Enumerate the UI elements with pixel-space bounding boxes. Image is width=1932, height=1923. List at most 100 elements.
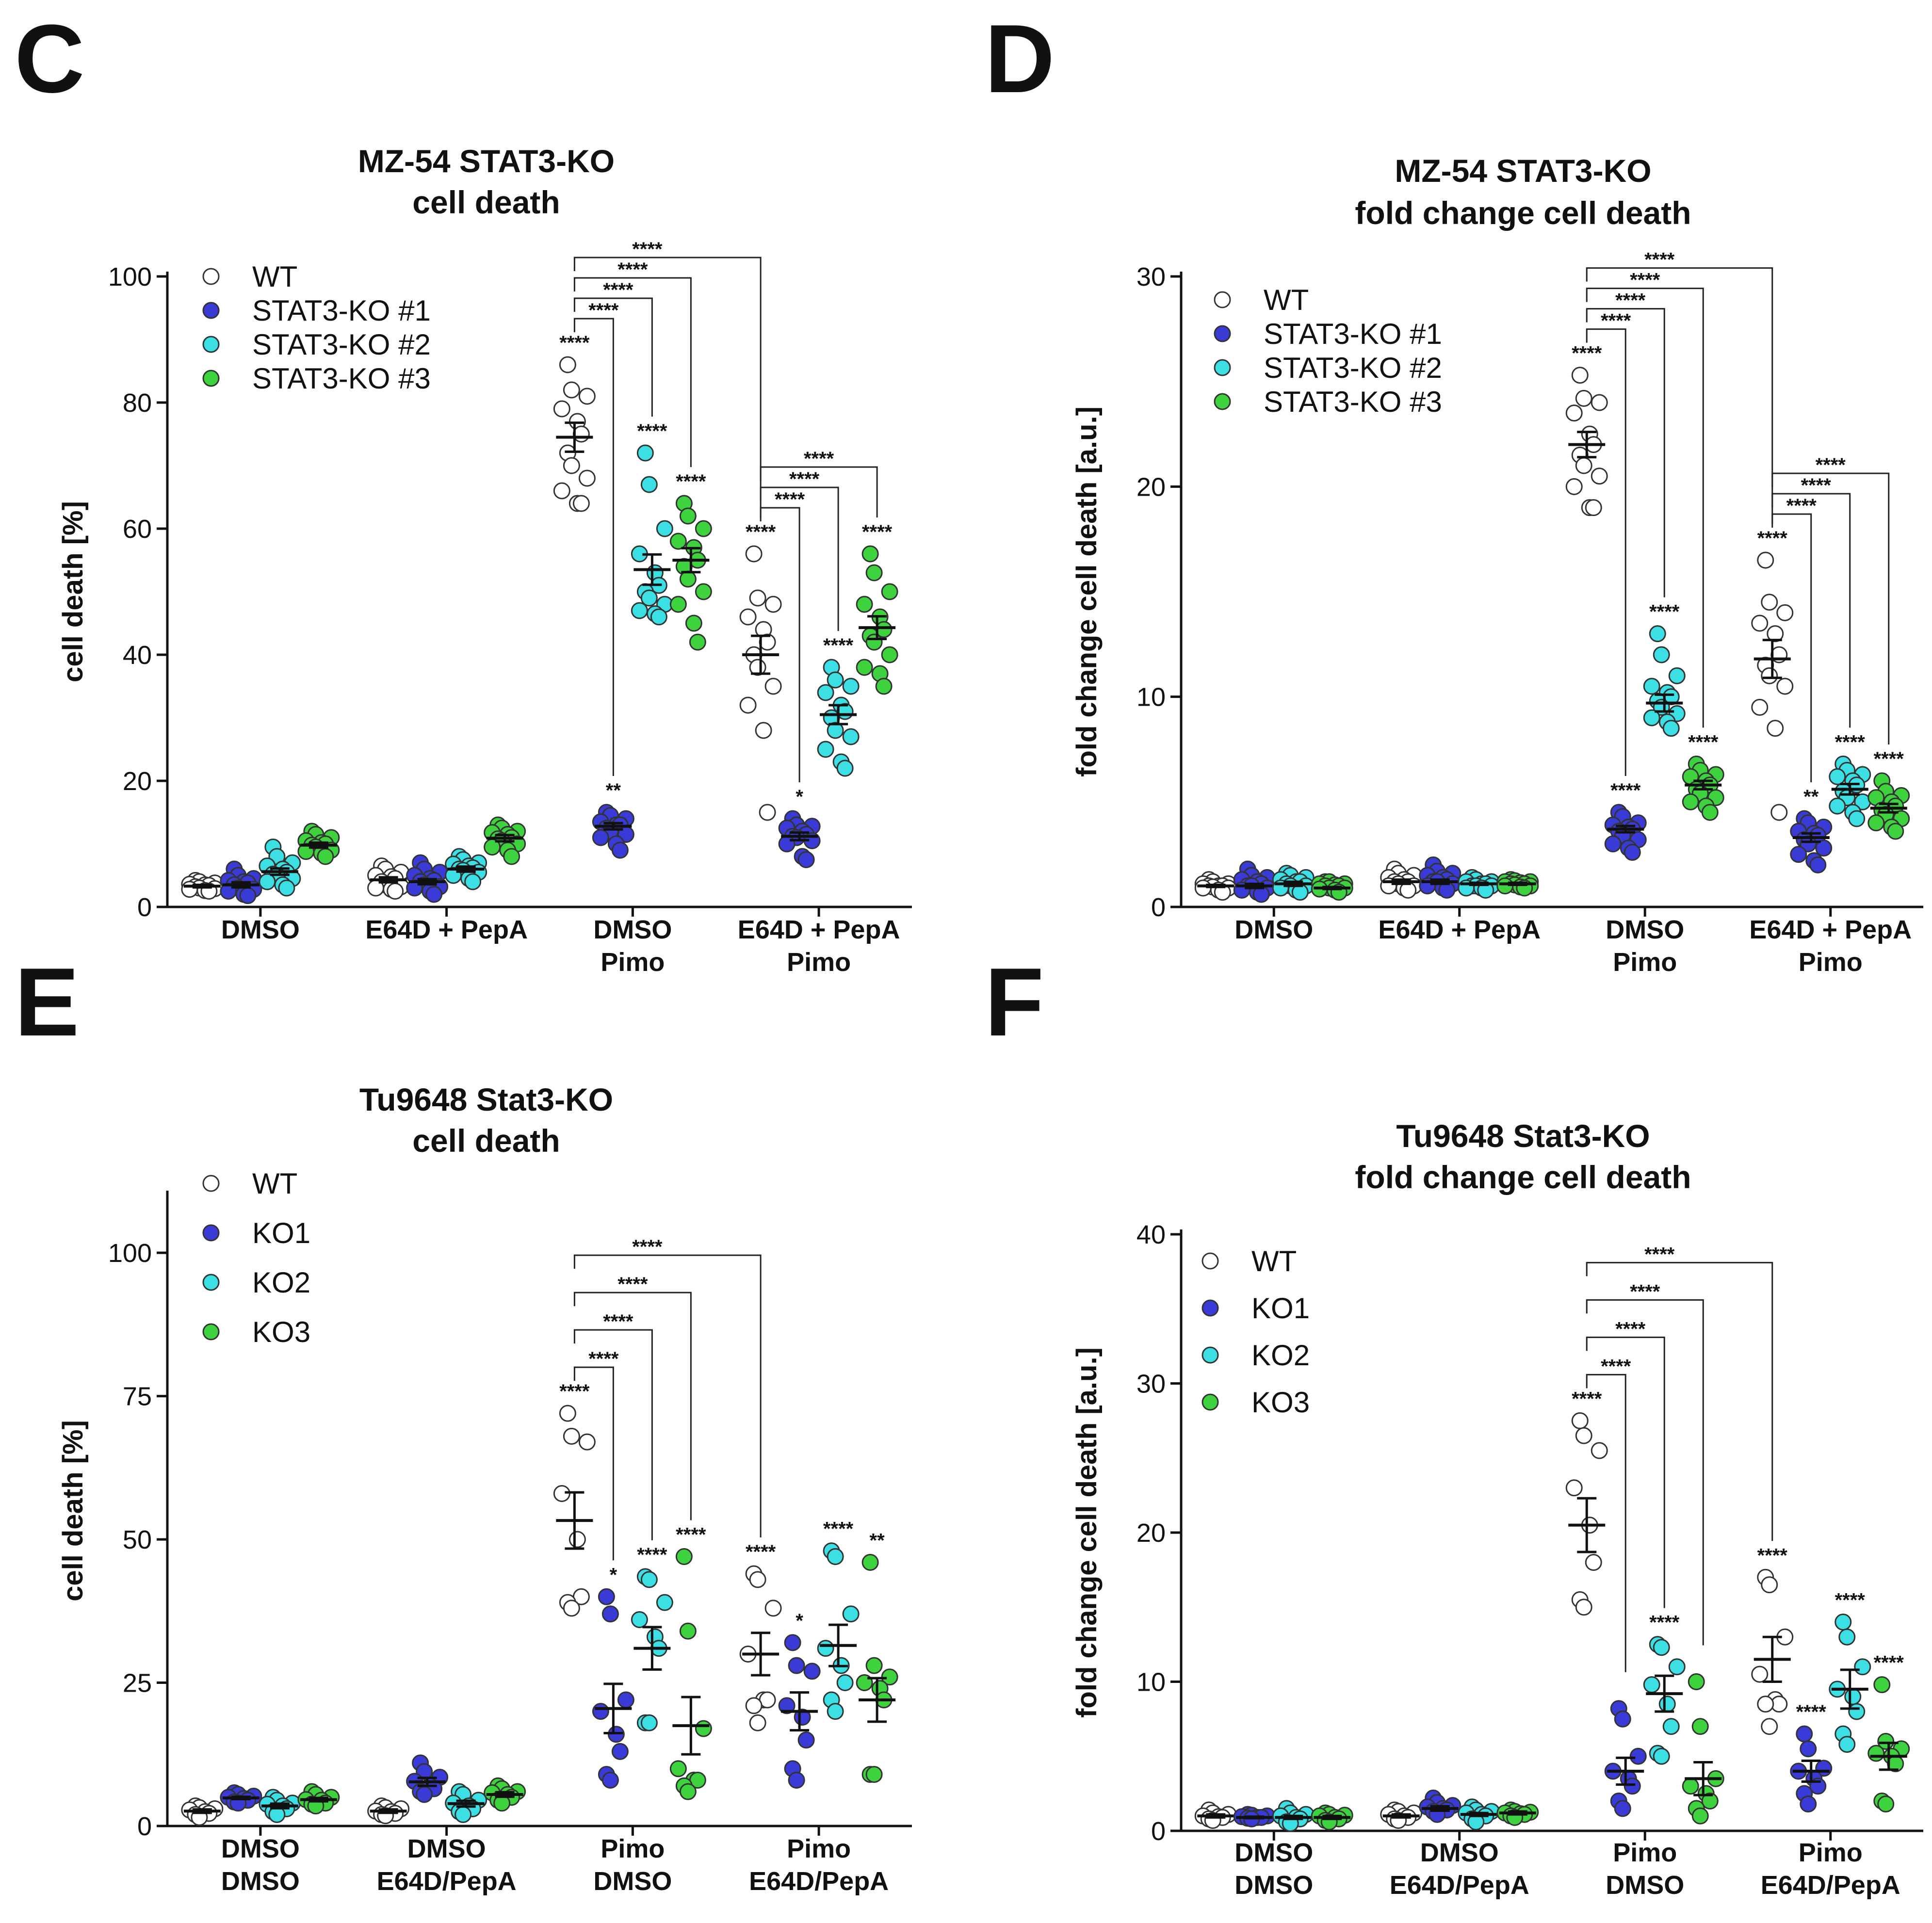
x-category-label: E64D/PepA <box>377 1867 517 1896</box>
significance-label: ** <box>870 1530 885 1551</box>
data-point-ko1 <box>1629 1747 1647 1765</box>
y-axis-title: cell death [%] <box>57 1420 89 1601</box>
x-category-label: Pimo <box>1613 1838 1677 1867</box>
x-category-label: DMSO <box>1234 1838 1313 1867</box>
data-point-ko2 <box>836 1674 854 1692</box>
bracket-label: **** <box>775 489 805 510</box>
data-point-wt <box>1591 468 1608 485</box>
data-point-ko2 <box>1662 720 1680 737</box>
y-tick-label: 100 <box>108 262 152 291</box>
data-point-ko3 <box>861 1553 879 1571</box>
data-point-ko2 <box>842 1605 860 1623</box>
data-point-wt <box>559 1405 576 1422</box>
data-point-ko2 <box>640 1714 658 1731</box>
data-point-ko2 <box>631 602 648 619</box>
significance-label: **** <box>823 1519 854 1540</box>
data-point-ko3 <box>679 507 697 525</box>
x-category-label: DMSO <box>1420 1838 1499 1867</box>
legend-marker-ko3 <box>1201 1393 1219 1411</box>
data-point-wt <box>572 425 590 443</box>
data-point-ko2 <box>1844 1688 1862 1705</box>
data-point-ko2 <box>259 873 276 890</box>
x-category-label: E64D + PepA <box>738 915 900 944</box>
data-point-ko1 <box>592 829 609 846</box>
data-point-ko3 <box>856 659 873 676</box>
data-point-wt <box>563 457 580 474</box>
significance-label: **** <box>637 1544 667 1566</box>
y-tick-label: 80 <box>123 388 152 418</box>
data-point-ko2 <box>640 1571 658 1588</box>
x-category-label: DMSO <box>1606 915 1684 944</box>
significance-label: **** <box>559 1381 590 1402</box>
data-point-wt <box>749 589 766 607</box>
significance-label: **** <box>862 521 893 543</box>
data-point-ko1 <box>778 835 796 853</box>
data-point-wt <box>1575 1599 1592 1616</box>
data-point-wt <box>553 482 570 500</box>
bracket-label: **** <box>1816 454 1846 476</box>
data-point-ko1 <box>617 1691 634 1709</box>
data-point-ko3 <box>1701 804 1719 821</box>
data-point-wt <box>1565 1479 1583 1497</box>
data-point-ko2 <box>1668 667 1686 684</box>
significance-bracket <box>573 318 614 776</box>
significance-label: **** <box>1572 1388 1602 1409</box>
data-point-wt <box>745 1697 763 1714</box>
x-category-label: E64D + PepA <box>365 915 528 944</box>
data-point-wt <box>1591 394 1608 411</box>
data-point-wt <box>563 381 580 399</box>
significance-bracket <box>573 1329 653 1540</box>
data-point-ko3 <box>695 1720 712 1737</box>
data-point-ko3 <box>865 1657 883 1674</box>
data-point-wt <box>764 1600 782 1617</box>
data-point-wt <box>1770 804 1788 821</box>
legend-label: KO3 <box>1251 1386 1310 1419</box>
legend-label: STAT3-KO #3 <box>1264 386 1442 418</box>
data-point-wt <box>1767 625 1784 643</box>
legend-marker-ko1 <box>1214 325 1231 342</box>
data-point-ko2 <box>827 1703 844 1720</box>
data-point-ko3 <box>695 520 712 537</box>
data-point-ko3 <box>1682 1778 1699 1795</box>
data-point-wt <box>759 804 776 821</box>
data-point-ko3 <box>865 633 883 651</box>
data-point-ko2 <box>631 1611 648 1629</box>
data-point-wt <box>1575 457 1592 474</box>
data-point-ko2 <box>455 1806 472 1823</box>
data-point-ko1 <box>611 841 629 859</box>
data-point-ko3 <box>695 583 712 600</box>
data-point-ko3 <box>669 596 687 613</box>
significance-bracket <box>760 466 878 517</box>
bracket-label: **** <box>1601 1356 1631 1377</box>
bracket-label: **** <box>1630 270 1660 291</box>
significance-bracket <box>573 257 762 517</box>
chart-title-line-1: Tu9648 Stat3-KO <box>359 1082 613 1117</box>
data-point-wt <box>1591 1442 1608 1459</box>
data-point-wt <box>1761 1576 1778 1594</box>
significance-label: **** <box>1835 731 1866 753</box>
x-category-label: E64D/PepA <box>1761 1871 1900 1900</box>
significance-bracket <box>1586 308 1665 598</box>
y-tick-label: 0 <box>1151 893 1166 922</box>
bracket-label: **** <box>1630 1281 1660 1302</box>
data-point-wt <box>578 388 596 405</box>
data-point-ko1 <box>797 851 815 868</box>
y-tick-label: 40 <box>1136 1220 1166 1249</box>
y-axis-title: cell death [%] <box>57 501 89 682</box>
data-point-wt <box>1585 499 1602 517</box>
data-point-wt <box>563 1427 580 1445</box>
data-point-ko3 <box>679 1622 697 1640</box>
legend-marker-ko1 <box>202 1224 220 1242</box>
data-point-ko3 <box>669 533 687 550</box>
data-point-ko3 <box>1701 1793 1719 1810</box>
data-point-ko2 <box>278 879 295 897</box>
legend-marker-wt <box>1214 291 1231 308</box>
bracket-label: **** <box>1601 310 1631 332</box>
legend-marker-ko1 <box>202 302 220 319</box>
chart-title-line-2: cell death <box>412 184 560 220</box>
data-point-wt <box>387 883 404 900</box>
data-point-ko2 <box>836 760 854 777</box>
data-point-wt <box>568 1531 586 1548</box>
data-point-ko2 <box>1854 1658 1871 1676</box>
y-tick-label: 0 <box>1151 1817 1166 1846</box>
